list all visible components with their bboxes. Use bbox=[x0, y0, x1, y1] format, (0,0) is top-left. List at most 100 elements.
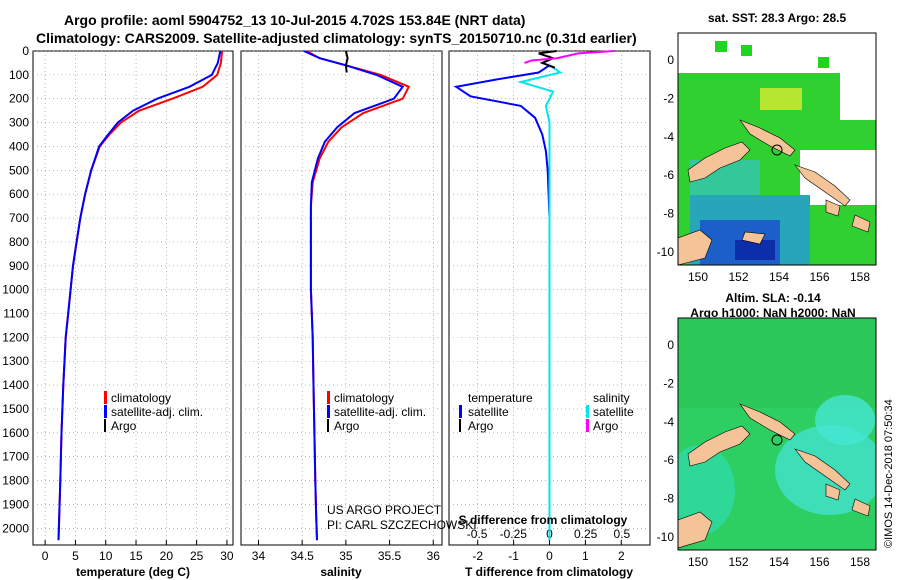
legend-temp-satellite-label: satellite bbox=[468, 405, 509, 419]
depth-tick-label: 0 bbox=[22, 44, 29, 58]
legend-satellite-label: satellite-adj. clim. bbox=[334, 405, 426, 419]
map-lat-tick-label: -10 bbox=[657, 530, 675, 544]
x-tick-label: 20 bbox=[160, 549, 174, 563]
depth-tick-label: 1700 bbox=[2, 450, 29, 464]
salinity-diff-tick-label: 0.25 bbox=[574, 527, 598, 541]
sla-map bbox=[678, 318, 876, 550]
map-lon-tick-label: 154 bbox=[769, 555, 789, 569]
map-lat-tick-label: -2 bbox=[663, 376, 674, 390]
legend-temp-satellite-swatch bbox=[459, 405, 462, 418]
legend-argo-swatch bbox=[104, 419, 106, 432]
depth-tick-label: 1600 bbox=[2, 426, 29, 440]
x-tick-label: 10 bbox=[99, 549, 113, 563]
map-lon-tick-label: 150 bbox=[688, 270, 708, 284]
legend-satellite-label: satellite-adj. clim. bbox=[111, 405, 203, 419]
map-lon-tick-label: 158 bbox=[850, 270, 870, 284]
map-lat-tick-label: -8 bbox=[663, 492, 674, 506]
legend-satellite-swatch bbox=[327, 405, 330, 418]
map-lat-tick-label: -4 bbox=[663, 130, 674, 144]
depth-tick-label: 300 bbox=[9, 116, 29, 130]
x-tick-label: 0 bbox=[42, 549, 49, 563]
salinity-diff-tick-label: -0.5 bbox=[467, 527, 488, 541]
argo-float-position-marker bbox=[771, 144, 783, 156]
map-lat-tick-label: -6 bbox=[663, 168, 674, 182]
depth-tick-label: 800 bbox=[9, 235, 29, 249]
x-tick-label: 1 bbox=[582, 549, 589, 563]
x-tick-label: 35 bbox=[339, 549, 353, 563]
legend-climatology-swatch bbox=[104, 391, 107, 404]
depth-tick-label: 600 bbox=[9, 187, 29, 201]
legend-climatology-label: climatology bbox=[334, 391, 394, 405]
depth-tick-label: 1400 bbox=[2, 378, 29, 392]
x-tick-label: 34.5 bbox=[290, 549, 314, 563]
depth-tick-label: 1800 bbox=[2, 474, 29, 488]
map-lon-tick-label: 158 bbox=[850, 555, 870, 569]
map-lat-tick-label: -10 bbox=[657, 245, 675, 259]
depth-tick-label: 100 bbox=[9, 68, 29, 82]
x-tick-label: 15 bbox=[129, 549, 143, 563]
credit-pi: PI: CARL SZCZECHOWSKI bbox=[327, 518, 477, 532]
x-tick-label: 30 bbox=[220, 549, 234, 563]
map-lat-tick-label: 0 bbox=[667, 53, 674, 67]
x-tick-label: 35.5 bbox=[378, 549, 402, 563]
sla-map-title-line2: Argo h1000: NaN h2000: NaN bbox=[690, 306, 855, 320]
legend-temp-argo-label: Argo bbox=[468, 419, 494, 433]
legend-satellite-swatch bbox=[104, 405, 107, 418]
legend-climatology-swatch bbox=[327, 391, 330, 404]
depth-tick-label: 2000 bbox=[2, 521, 29, 535]
legend-sal-argo-label: Argo bbox=[593, 419, 619, 433]
sla-map-title-line1: Altim. SLA: -0.14 bbox=[725, 291, 821, 305]
depth-tick-label: 1000 bbox=[2, 283, 29, 297]
argo-float-position-marker bbox=[771, 434, 783, 446]
depth-tick-label: 400 bbox=[9, 139, 29, 153]
temperature-panel bbox=[32, 50, 234, 546]
depth-tick-label: 1300 bbox=[2, 354, 29, 368]
x-tick-label: 5 bbox=[72, 549, 79, 563]
figure-title-line1: Argo profile: aoml 5904752_13 10-Jul-201… bbox=[64, 12, 525, 28]
salinity-axis-label: salinity bbox=[320, 565, 362, 579]
legend-argo-label: Argo bbox=[111, 419, 137, 433]
credit-project: US ARGO PROJECT bbox=[327, 503, 442, 517]
x-tick-label: 34 bbox=[252, 549, 266, 563]
map-lon-tick-label: 154 bbox=[769, 270, 789, 284]
map-lon-tick-label: 156 bbox=[809, 270, 829, 284]
depth-tick-label: 500 bbox=[9, 163, 29, 177]
x-tick-label: 25 bbox=[190, 549, 204, 563]
salinity-diff-tick-label: 0.5 bbox=[614, 527, 631, 541]
map-lat-tick-label: -6 bbox=[663, 453, 674, 467]
depth-tick-label: 1100 bbox=[3, 307, 29, 321]
x-tick-label: -2 bbox=[472, 549, 483, 563]
x-tick-label: 0 bbox=[546, 549, 553, 563]
difference-axis-label: T difference from climatology bbox=[465, 565, 633, 579]
depth-tick-label: 1900 bbox=[2, 497, 29, 511]
map-lat-tick-label: -8 bbox=[663, 207, 674, 221]
map-lon-tick-label: 152 bbox=[728, 555, 748, 569]
depth-tick-label: 200 bbox=[9, 92, 29, 106]
series-line-salinity-satellite bbox=[516, 64, 563, 541]
series-line-salinity-argo bbox=[524, 50, 615, 64]
sst-map-frame bbox=[677, 32, 877, 266]
legend-sal-argo-swatch bbox=[586, 419, 589, 432]
legend-salinity-header: salinity bbox=[593, 391, 630, 405]
x-tick-label: -1 bbox=[508, 549, 519, 563]
legend-climatology-label: climatology bbox=[111, 391, 171, 405]
legend-temperature-header: temperature bbox=[468, 391, 533, 405]
x-tick-label: 2 bbox=[618, 549, 625, 563]
map-lat-tick-label: 0 bbox=[667, 338, 674, 352]
legend-argo-swatch bbox=[327, 419, 329, 432]
depth-tick-label: 1500 bbox=[2, 402, 29, 416]
legend-argo-label: Argo bbox=[334, 419, 360, 433]
difference-top-axis-label: S difference from climatology bbox=[459, 513, 628, 527]
depth-tick-label: 900 bbox=[9, 259, 29, 273]
depth-tick-label: 700 bbox=[9, 211, 29, 225]
map-lon-tick-label: 150 bbox=[688, 555, 708, 569]
sst-map-title: sat. SST: 28.3 Argo: 28.5 bbox=[708, 11, 847, 25]
temperature-axis-label: temperature (deg C) bbox=[76, 565, 190, 579]
figure-title-line2: Climatology: CARS2009. Satellite-adjuste… bbox=[36, 30, 637, 46]
series-line-argo bbox=[344, 50, 349, 73]
sst-map bbox=[678, 33, 876, 265]
legend-sal-satellite-swatch bbox=[586, 405, 589, 418]
map-lat-tick-label: -4 bbox=[663, 415, 674, 429]
legend-sal-satellite-label: satellite bbox=[593, 405, 634, 419]
